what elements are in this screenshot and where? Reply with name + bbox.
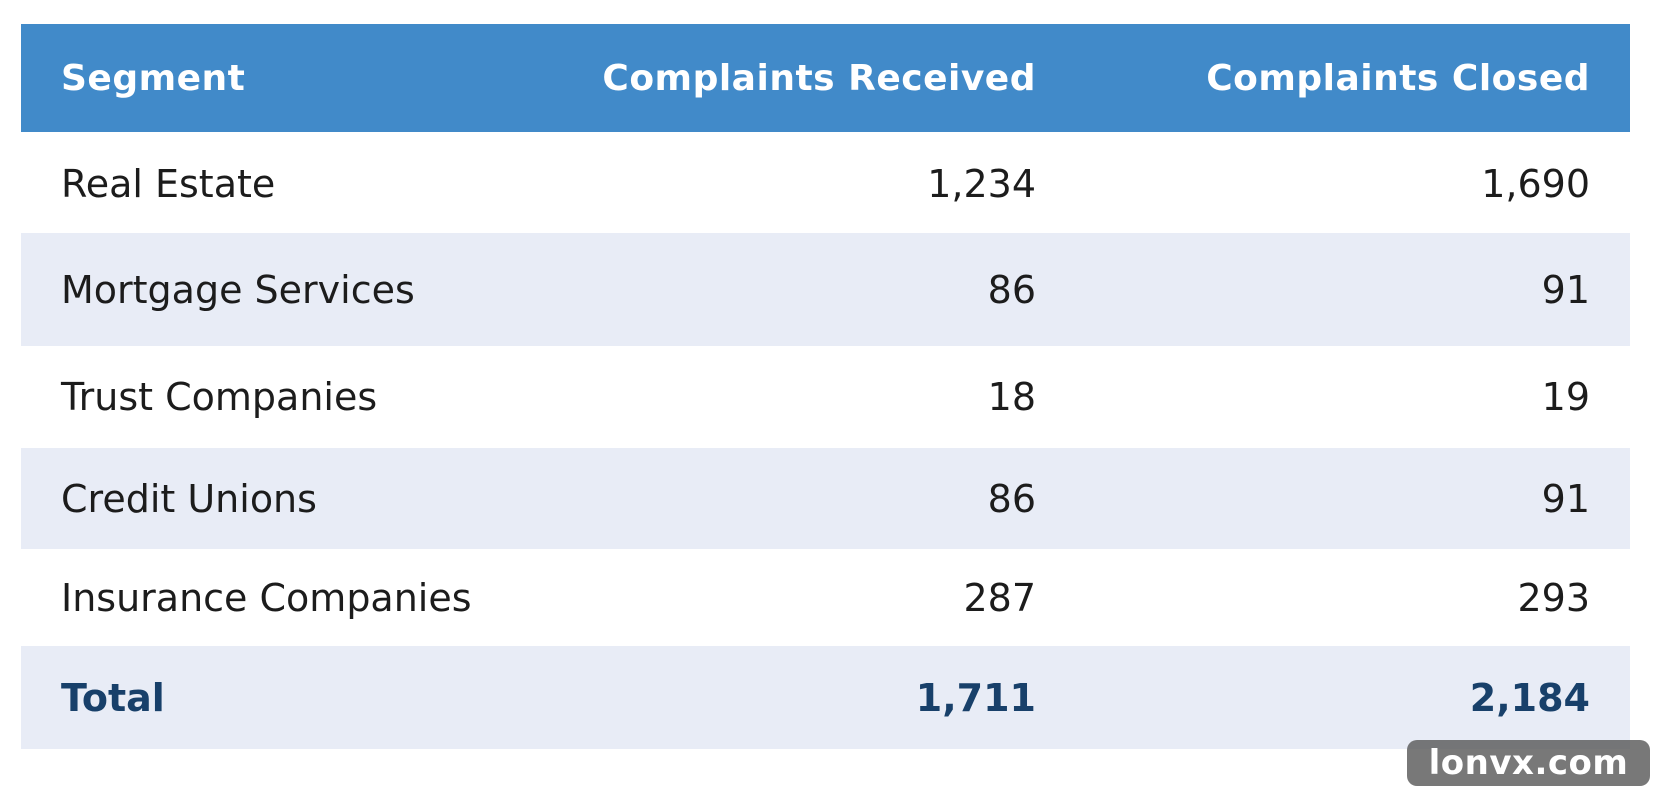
total-closed: 2,184 (1469, 675, 1590, 720)
received-cell: 18 (987, 375, 1036, 419)
closed-cell: 1,690 (1481, 161, 1590, 206)
table-row: Trust Companies 18 19 (21, 346, 1630, 448)
segment-cell: Trust Companies (61, 375, 378, 419)
column-header-complaints-received: Complaints Received (521, 24, 1076, 134)
closed-cell: 19 (1541, 375, 1590, 419)
received-cell: 86 (987, 476, 1036, 521)
total-row: Total 1,711 2,184 (21, 646, 1630, 749)
segment-cell: Credit Unions (61, 476, 317, 521)
received-cell: 86 (987, 267, 1036, 312)
table-row: Insurance Companies 287 293 (21, 549, 1630, 646)
watermark: lonvx.com (1407, 740, 1650, 786)
table-header: Segment Complaints Received Complaints C… (21, 24, 1630, 134)
closed-cell: 293 (1517, 575, 1590, 620)
table-row: Real Estate 1,234 1,690 (21, 133, 1630, 233)
complaints-table: Segment Complaints Received Complaints C… (21, 24, 1630, 749)
segment-cell: Mortgage Services (61, 267, 415, 312)
table-row: Credit Unions 86 91 (21, 448, 1630, 549)
header-row: Segment Complaints Received Complaints C… (21, 24, 1630, 134)
received-cell: 287 (963, 575, 1036, 620)
total-label: Total (61, 675, 165, 720)
received-cell: 1,234 (927, 161, 1036, 206)
total-received: 1,711 (915, 675, 1036, 720)
closed-cell: 91 (1541, 267, 1590, 312)
segment-cell: Insurance Companies (61, 575, 472, 620)
segment-cell: Real Estate (61, 161, 276, 206)
column-header-segment: Segment (21, 24, 521, 134)
table-body: Real Estate 1,234 1,690 Mortgage Service… (21, 133, 1630, 646)
table-row: Mortgage Services 86 91 (21, 233, 1630, 346)
table-footer: Total 1,711 2,184 (21, 646, 1630, 749)
column-header-complaints-closed: Complaints Closed (1076, 24, 1630, 134)
closed-cell: 91 (1541, 476, 1590, 521)
complaints-table-container: Segment Complaints Received Complaints C… (21, 24, 1630, 749)
